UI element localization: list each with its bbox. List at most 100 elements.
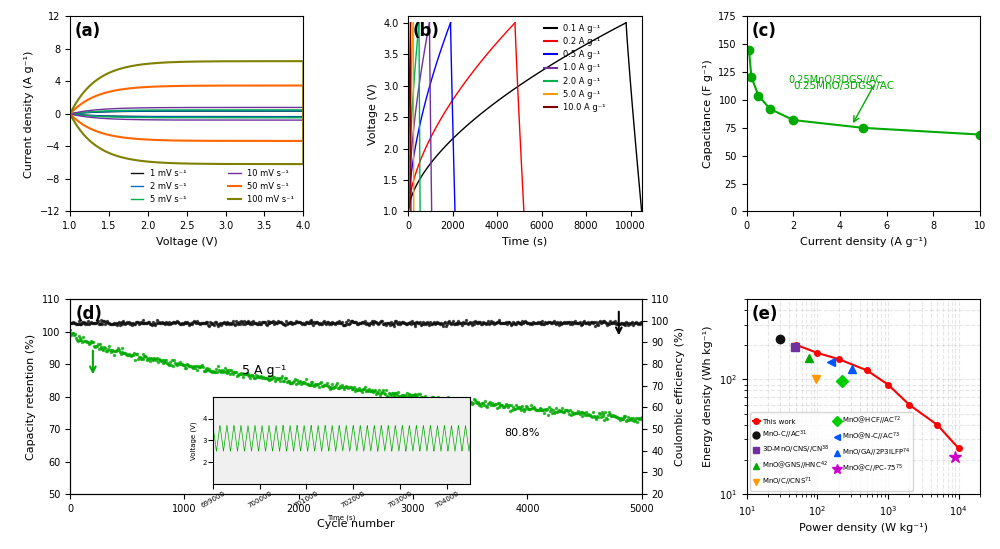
Point (71, 317, 87, 326)
Point (526, 403, 542, 412)
Point (548, 320, 564, 328)
Point (567, 408, 583, 417)
Point (284, 319, 300, 328)
Point (84, 318, 100, 327)
Point (123, 351, 139, 360)
Point (323, 383, 339, 392)
Point (242, 320, 258, 328)
Point (283, 318, 299, 327)
Point (565, 410, 581, 418)
Point (233, 369, 249, 378)
Point (91, 345, 107, 354)
Point (447, 397, 463, 406)
Point (351, 383, 367, 392)
Point (248, 370, 264, 379)
Point (273, 317, 289, 326)
Point (346, 383, 362, 392)
Point (543, 318, 559, 327)
Point (582, 318, 598, 327)
Point (339, 319, 355, 328)
Point (580, 410, 596, 418)
Point (547, 408, 563, 417)
Point (340, 383, 356, 392)
Point (243, 371, 259, 379)
Point (272, 376, 288, 385)
Point (169, 360, 185, 369)
Point (542, 406, 558, 415)
Point (522, 405, 538, 413)
Point (153, 357, 169, 366)
Point (177, 360, 193, 369)
Point (340, 316, 356, 324)
Point (473, 402, 489, 411)
Point (595, 410, 611, 418)
Point (510, 402, 526, 411)
Point (297, 378, 313, 387)
Point (323, 320, 339, 328)
Point (415, 318, 431, 327)
Point (390, 387, 406, 396)
Point (506, 405, 522, 413)
Point (230, 320, 246, 328)
Point (554, 318, 570, 327)
Point (602, 316, 618, 325)
Point (560, 318, 576, 327)
Point (245, 371, 261, 380)
Point (389, 390, 405, 399)
Point (170, 359, 186, 368)
Point (204, 368, 220, 377)
Point (177, 318, 193, 327)
Point (328, 319, 344, 328)
Point (383, 318, 399, 327)
Point (275, 376, 291, 385)
Point (341, 319, 357, 328)
Point (155, 358, 171, 367)
Point (203, 320, 219, 329)
Point (164, 318, 180, 327)
Point (407, 392, 423, 401)
Point (79, 337, 95, 346)
Point (189, 317, 205, 326)
Point (510, 318, 526, 327)
Point (293, 318, 309, 327)
Point (369, 388, 385, 396)
Point (62, 326, 78, 335)
Point (73, 335, 89, 344)
Point (563, 410, 579, 419)
Point (355, 317, 371, 326)
Point (154, 317, 170, 326)
Point (180, 318, 196, 327)
Point (446, 320, 462, 328)
Point (195, 362, 211, 371)
Point (562, 406, 578, 414)
Point (535, 406, 551, 414)
Point (269, 373, 285, 382)
Point (422, 317, 438, 326)
Y-axis label: Current density (A g⁻¹): Current density (A g⁻¹) (24, 51, 34, 178)
Point (301, 380, 317, 389)
Point (307, 379, 323, 388)
Point (244, 320, 260, 328)
Point (364, 317, 380, 326)
Point (591, 318, 607, 327)
Point (121, 318, 137, 327)
Point (523, 401, 539, 410)
Point (96, 317, 112, 326)
Point (110, 318, 126, 327)
Point (622, 414, 638, 423)
This work (953, 445, 965, 452)
Point (135, 316, 151, 325)
Point (84, 338, 100, 346)
Point (342, 383, 358, 391)
Point (415, 393, 431, 401)
Point (198, 365, 214, 373)
Point (147, 321, 163, 330)
Point (197, 366, 213, 375)
Point (257, 317, 273, 326)
Point (67, 329, 83, 338)
Point (110, 344, 126, 353)
Point (549, 317, 565, 326)
Point (252, 372, 268, 381)
Point (78, 318, 94, 327)
Point (338, 317, 354, 326)
